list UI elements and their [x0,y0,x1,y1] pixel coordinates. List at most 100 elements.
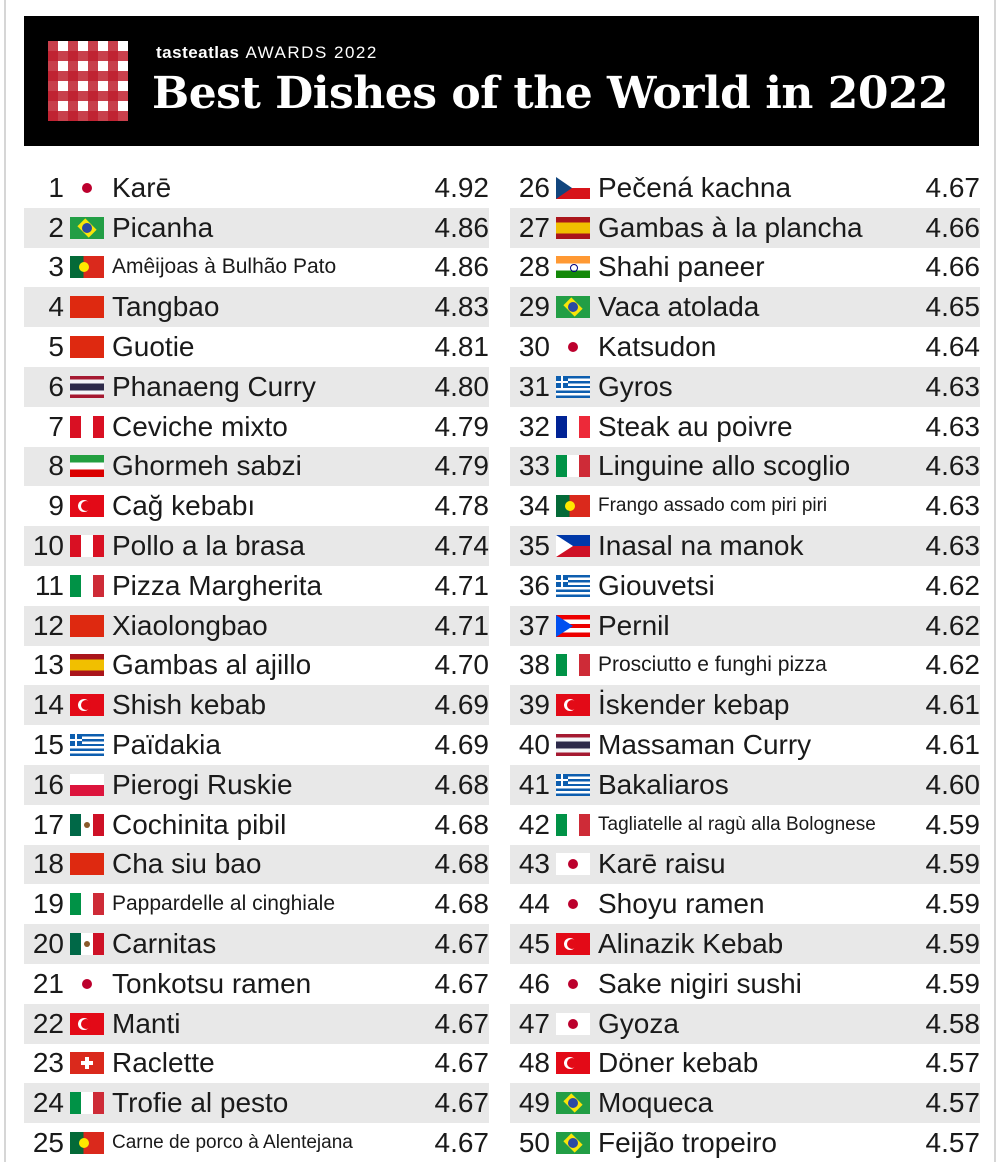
rank-number: 49 [518,1087,550,1119]
rank-number: 20 [32,928,64,960]
dish-score: 4.70 [434,649,490,681]
ranking-column-left: 1 Karē 4.92 2 Picanha 4.86 3 Amêijoas à Bulhão … [24,168,489,1162]
list-item: 8 Ghormeh sabzi 4.79 [24,446,489,487]
dish-score: 4.66 [925,251,981,283]
list-item: 16 Pierogi Ruskie 4.68 [24,764,489,805]
list-item: 33 Linguine allo scoglio 4.63 [510,446,981,487]
china-flag-icon [70,336,104,359]
brazil-flag-icon [556,1092,590,1115]
dish-name: Pappardelle al cinghiale [112,892,335,916]
dish-name: Raclette [112,1047,215,1079]
dish-name: Ceviche mixto [112,410,288,442]
rank-number: 22 [32,1007,64,1039]
dish-name: Bakaliaros [598,768,729,800]
dish-name: Massaman Curry [598,729,812,761]
list-item: 9 Cağ kebabı 4.78 [24,486,489,526]
dish-name: Frango assado com piri piri [598,495,828,517]
dish-name: Cochinita pibil [112,808,287,840]
dish-score: 4.78 [434,490,490,522]
rank-number: 31 [518,370,550,402]
dish-name: Shish kebab [112,689,267,721]
list-item: 1 Karē 4.92 [24,168,489,208]
ranking-column-right: 26 Pečená kachna 4.67 27 Gambas à la plancha… [510,168,980,1162]
turkey-flag-icon [556,694,590,717]
dish-score: 4.67 [434,1087,490,1119]
list-item: 4 Tangbao 4.83 [24,287,489,328]
list-item: 38 Prosciutto e funghi pizza 4.62 [510,646,980,686]
turkey-flag-icon [70,1012,104,1035]
list-item: 31 Gyros 4.63 [510,366,980,407]
list-item: 22 Manti 4.67 [24,1003,489,1044]
portugal-flag-icon [70,256,104,279]
italy-flag-icon [70,574,104,597]
rank-number: 30 [518,331,550,363]
rank-number: 29 [518,291,550,323]
list-item: 34 Frango assado com piri piri 4.63 [510,486,980,526]
list-item: 24 Trofie al pesto 4.67 [24,1083,490,1124]
japan-flag-icon [556,1012,590,1035]
dish-name: Cha siu bao [112,848,262,880]
list-item: 17 Cochinita pibil 4.68 [24,805,489,845]
rank-number: 16 [32,768,64,800]
dish-score: 4.68 [434,848,490,880]
dish-name: İskender kebap [598,689,790,721]
list-item: 26 Pečená kachna 4.67 [510,168,980,208]
rank-number: 26 [518,171,550,203]
brazil-flag-icon [556,1132,590,1155]
awards-label: AWARDS 2022 [245,43,378,62]
rank-number: 14 [32,689,64,721]
dish-name: Tonkotsu ramen [112,967,312,999]
rank-number: 7 [48,410,64,442]
dish-name: Alinazik Kebab [598,928,784,960]
dish-name: Tagliatelle al ragù alla Bolognese [598,813,876,835]
list-item: 6 Phanaeng Curry 4.80 [24,366,489,407]
rank-number: 24 [32,1087,64,1119]
japan-flag-icon [556,972,590,995]
italy-flag-icon [556,455,590,478]
dish-name: Döner kebab [598,1047,759,1079]
dish-name: Giouvetsi [598,569,715,601]
list-item: 36 Giouvetsi 4.62 [510,566,980,606]
dish-score: 4.67 [434,967,490,999]
greece-flag-icon [556,574,590,597]
list-item: 7 Ceviche mixto 4.79 [24,407,489,447]
thailand-flag-icon [556,734,590,757]
list-item: 30 Katsudon 4.64 [510,327,980,367]
dish-name: Vaca atolada [598,291,760,323]
rank-number: 42 [518,808,550,840]
dish-name: Feijão tropeiro [598,1127,777,1159]
dish-score: 4.62 [925,649,981,681]
iran-flag-icon [70,455,104,478]
dish-score: 4.69 [434,729,490,761]
list-item: 29 Vaca atolada 4.65 [510,287,980,328]
india-flag-icon [556,256,590,279]
rank-number: 1 [48,171,64,203]
dish-score: 4.59 [925,848,981,880]
rank-number: 45 [518,928,550,960]
dish-name: Pernil [598,609,670,641]
turkey-flag-icon [556,933,590,956]
dish-name: Guotie [112,331,195,363]
rank-number: 23 [32,1047,64,1079]
rank-number: 9 [48,490,64,522]
dish-name: Gyros [598,370,673,402]
dish-name: Gyoza [598,1007,679,1039]
dish-name: Carnitas [112,928,217,960]
dish-score: 4.86 [434,211,490,243]
list-item: 28 Shahi paneer 4.66 [510,248,980,288]
italy-flag-icon [70,1092,104,1115]
dish-name: Ghormeh sabzi [112,450,302,482]
dish-name: Amêijoas à Bulhão Pato [112,255,337,279]
list-item: 3 Amêijoas à Bulhão Pato 4.86 [24,248,489,288]
japan-flag-icon [556,893,590,916]
list-item: 23 Raclette 4.67 [24,1044,489,1084]
rank-number: 3 [48,251,64,283]
list-item: 11 Pizza Margherita 4.71 [24,566,489,606]
dish-name: Shahi paneer [598,251,765,283]
dish-name: Steak au poivre [598,410,793,442]
dish-name: Trofie al pesto [112,1087,289,1119]
dish-score: 4.63 [925,450,981,482]
list-item: 41 Bakaliaros 4.60 [510,764,980,805]
list-item: 27 Gambas à la plancha 4.66 [510,207,980,248]
rank-number: 36 [518,569,550,601]
